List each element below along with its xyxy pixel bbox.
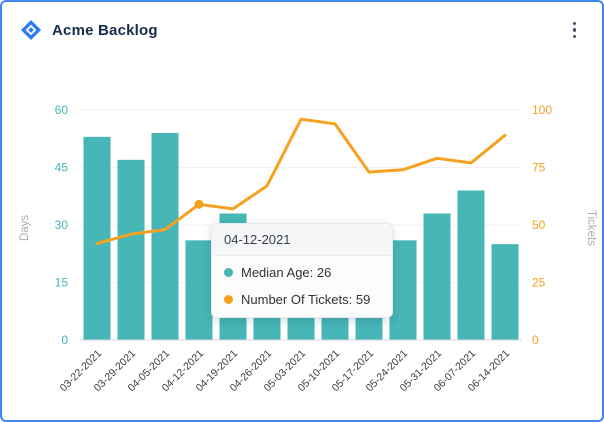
kebab-dot-icon — [572, 21, 576, 26]
tooltip-date: 04-12-2021 — [212, 224, 392, 256]
bar-03-29-2021[interactable] — [117, 159, 145, 340]
kebab-dot-icon — [572, 28, 576, 32]
tooltip-row-tickets: Number Of Tickets: 59 — [212, 286, 392, 317]
left-axis-tick-0: 0 — [61, 333, 68, 347]
right-axis-title: Tickets — [585, 210, 597, 246]
right-axis-tick-25: 25 — [532, 276, 546, 290]
page-title: Acme Backlog — [52, 21, 158, 39]
right-axis-tick-50: 50 — [532, 218, 546, 232]
active-point-marker — [194, 199, 204, 209]
chart-tooltip: 04-12-2021 Median Age: 26 Number Of Tick… — [211, 223, 393, 318]
tickets-dot-icon — [224, 295, 233, 304]
bar-04-12-2021[interactable] — [185, 240, 213, 340]
app-header: Acme Backlog — [2, 12, 602, 48]
right-axis-tick-75: 75 — [532, 161, 546, 175]
right-axis-tick-0: 0 — [532, 333, 539, 347]
bar-06-14-2021[interactable] — [491, 244, 519, 340]
left-axis-tick-45: 45 — [55, 161, 69, 175]
kebab-dot-icon — [572, 34, 576, 39]
tooltip-median-age-text: Median Age: 26 — [241, 265, 332, 280]
left-axis-tick-60: 60 — [55, 103, 69, 117]
bar-06-07-2021[interactable] — [457, 190, 485, 341]
bar-04-05-2021[interactable] — [151, 133, 179, 340]
bar-05-31-2021[interactable] — [423, 213, 451, 341]
bar-05-24-2021[interactable] — [389, 240, 417, 340]
app-logo-icon — [20, 19, 42, 41]
tooltip-row-median-age: Median Age: 26 — [212, 256, 392, 286]
bar-03-22-2021[interactable] — [83, 136, 111, 340]
median-age-dot-icon — [224, 268, 233, 277]
tickets-line[interactable] — [95, 117, 507, 245]
left-axis-tick-15: 15 — [55, 276, 69, 290]
kebab-menu-button[interactable] — [565, 16, 585, 45]
left-axis-title: Days — [19, 215, 31, 241]
left-axis-tick-30: 30 — [55, 218, 69, 232]
tooltip-tickets-text: Number Of Tickets: 59 — [241, 292, 371, 307]
right-axis-tick-100: 100 — [532, 103, 552, 117]
